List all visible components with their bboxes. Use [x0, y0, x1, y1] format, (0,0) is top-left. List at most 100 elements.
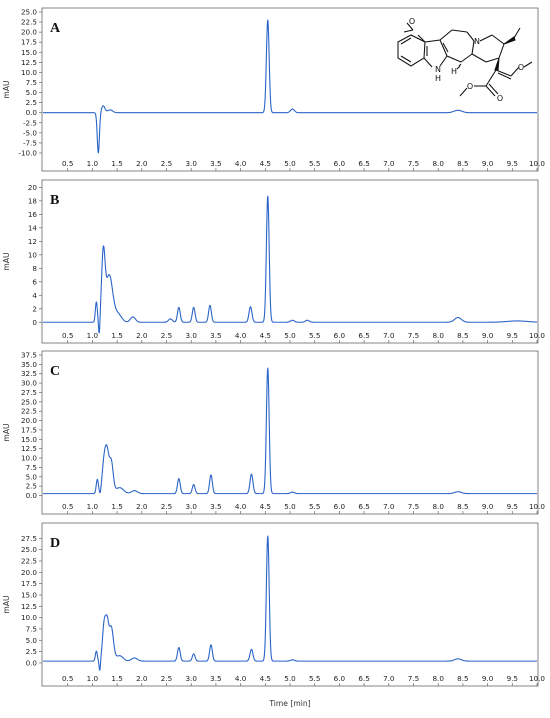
panel-b-ytick-label: 20: [28, 183, 38, 192]
panel-a-xtick-label: 4.5: [260, 159, 271, 168]
panel-c-ytick-label: 32.5: [21, 369, 37, 378]
panel-a-xtick-label: 3.0: [185, 159, 197, 168]
panel-b-xtick-label: 8.5: [457, 331, 468, 340]
panel-a-xtick-label: 7.0: [383, 159, 395, 168]
panel-d-xtick-label: 9.0: [482, 674, 494, 683]
panel-b-xtick-label: 6.5: [358, 331, 369, 340]
panel-b-xtick-label: 3.5: [210, 331, 221, 340]
panel-a-ytick-label: 15.0: [21, 48, 37, 57]
panel-c-ytick-label: 37.5: [21, 351, 37, 360]
panel-b-letter: B: [50, 193, 59, 208]
panel-d-ytick-label: 22.5: [21, 556, 37, 565]
panel-a-xtick-label: 1.5: [111, 159, 122, 168]
panel-c-ytick-label: 25.0: [21, 397, 37, 406]
panel-b-ytick-label: 2: [32, 304, 37, 313]
panel-d-xtick-label: 9.5: [507, 674, 518, 683]
panel-d-xtick-label: 7.5: [408, 674, 419, 683]
panel-c-ytick-label: 27.5: [21, 388, 37, 397]
panel-d-xtick-label: 4.5: [260, 674, 271, 683]
panel-c-xtick-label: 1.5: [111, 502, 122, 511]
panel-b-ytick-label: 14: [28, 223, 38, 232]
panel-a-ytick-label: 5.0: [26, 88, 38, 97]
panel-a-xtick-label: 9.5: [507, 159, 518, 168]
panel-a-ytick-label: -5.0: [23, 128, 37, 137]
panel-d-ytick-label: 10.0: [21, 613, 37, 622]
panel-d-xtick-label: 7.0: [383, 674, 395, 683]
panel-a-xtick-label: 2.0: [136, 159, 148, 168]
panel-c-trace: [42, 367, 538, 495]
panel-a-xtick-label: 8.0: [432, 159, 444, 168]
panel-b-ytick-label: 18: [28, 196, 38, 205]
panel-d-xtick-label: 3.5: [210, 674, 221, 683]
panel-d-ytick-label: 2.5: [26, 647, 37, 656]
panel-c-yticks: 0.02.55.07.510.012.515.017.520.022.525.0…: [21, 351, 42, 500]
panel-b: B mAU 0 2 4 6 8 10 12 14 16 18 20 0.5 1.0 1.5 2.0 2.5 3…: [2, 179, 545, 344]
panel-b-xtick-label: 3.0: [185, 331, 197, 340]
panel-b-xticks: 0.5 1.0 1.5 2.0 2.5 3.0 3.5 4.0 4.5 5.0 5.5 6.0 6.5 7…: [62, 331, 545, 343]
panel-b-ytick-label: 8: [32, 264, 37, 273]
panel-d-letter: D: [50, 536, 60, 551]
panel-c-xtick-label: 0.5: [62, 502, 73, 511]
panel-d-xtick-label: 10.0: [529, 674, 545, 683]
panel-a-frame: [41, 7, 539, 172]
panel-a-ylabel: mAU: [2, 80, 11, 98]
panel-b-ytick-label: 16: [28, 210, 38, 219]
panel-d-xtick-label: 2.0: [136, 674, 148, 683]
struct-atom-n1: N: [474, 37, 480, 46]
panel-a-xtick-label: 3.5: [210, 159, 221, 168]
panel-b-xtick-label: 8.0: [432, 331, 444, 340]
panel-c-ytick-label: 35.0: [21, 360, 37, 369]
struct-atom-o2: O: [518, 63, 524, 72]
panel-d-xtick-label: 6.5: [358, 674, 369, 683]
x-axis-title: Time [min]: [268, 699, 310, 708]
panel-a-xtick-label: 1.0: [87, 159, 99, 168]
panel-c-frame: [41, 350, 539, 515]
panel-a-xtick-label: 10.0: [529, 159, 545, 168]
panel-d-ytick-label: 17.5: [21, 579, 37, 588]
panel-d-ytick-label: 5.0: [26, 636, 38, 645]
panel-c-letter: C: [50, 364, 60, 379]
panel-b-xtick-label: 10.0: [529, 331, 545, 340]
panel-d-yticks: 0.0 2.5 5.0 7.5 10.0 12.5 15.0 17.5 20.0 22.5 25.0…: [21, 534, 42, 667]
struct-atom-o1: O: [409, 17, 415, 26]
panel-a-xtick-label: 6.0: [334, 159, 346, 168]
panel-c-xtick-label: 9.5: [507, 502, 518, 511]
panel-b-xtick-label: 0.5: [62, 331, 73, 340]
panel-c-xtick-label: 3.0: [185, 502, 197, 511]
panel-a-ytick-label: 22.5: [21, 18, 37, 27]
panel-d-xtick-label: 6.0: [334, 674, 346, 683]
panel-d-ytick-label: 15.0: [21, 590, 37, 599]
panel-c-xtick-label: 8.0: [432, 502, 444, 511]
panel-c-ytick-label: 5.0: [26, 472, 38, 481]
panel-c-ytick-label: 17.5: [21, 425, 37, 434]
panel-c-xtick-label: 2.5: [161, 502, 172, 511]
panel-a-xtick-label: 5.5: [309, 159, 320, 168]
panel-d-xtick-label: 4.0: [235, 674, 247, 683]
panel-a-trace: [42, 19, 538, 154]
panel-d-xtick-label: 8.0: [432, 674, 444, 683]
panel-c-xtick-label: 5.0: [284, 502, 296, 511]
panel-a-xtick-label: 4.0: [235, 159, 247, 168]
panel-b-ytick-label: 12: [28, 237, 37, 246]
chemical-structure: O N N H H O O O: [397, 17, 533, 103]
panel-a-ytick-label: -10.0: [18, 148, 37, 157]
panel-b-frame: [41, 179, 539, 344]
panel-a-yticks: -10.0-7.5-5.0-2.50.02.55.07.510.012.515.…: [18, 8, 42, 157]
panel-d-xtick-label: 5.0: [284, 674, 296, 683]
panel-c-ytick-label: 7.5: [26, 463, 37, 472]
panel-d-xtick-label: 8.5: [457, 674, 468, 683]
struct-atom-n2: N: [435, 65, 441, 74]
panel-c-ytick-label: 20.0: [21, 416, 37, 425]
panel-d-xtick-label: 5.5: [309, 674, 320, 683]
panel-d-ylabel: mAU: [2, 595, 11, 613]
panel-a-ytick-label: 17.5: [21, 38, 37, 47]
panel-c: C mAU 0.02.55.07.510.012.515.017.520.022…: [2, 351, 545, 515]
struct-atom-o4: O: [467, 82, 473, 91]
panel-a-xtick-label: 7.5: [408, 159, 419, 168]
panel-a-ytick-label: 10.0: [21, 68, 37, 77]
panel-c-xtick-label: 2.0: [136, 502, 148, 511]
panel-b-xtick-label: 4.0: [235, 331, 247, 340]
panel-d-xtick-label: 3.0: [185, 674, 197, 683]
